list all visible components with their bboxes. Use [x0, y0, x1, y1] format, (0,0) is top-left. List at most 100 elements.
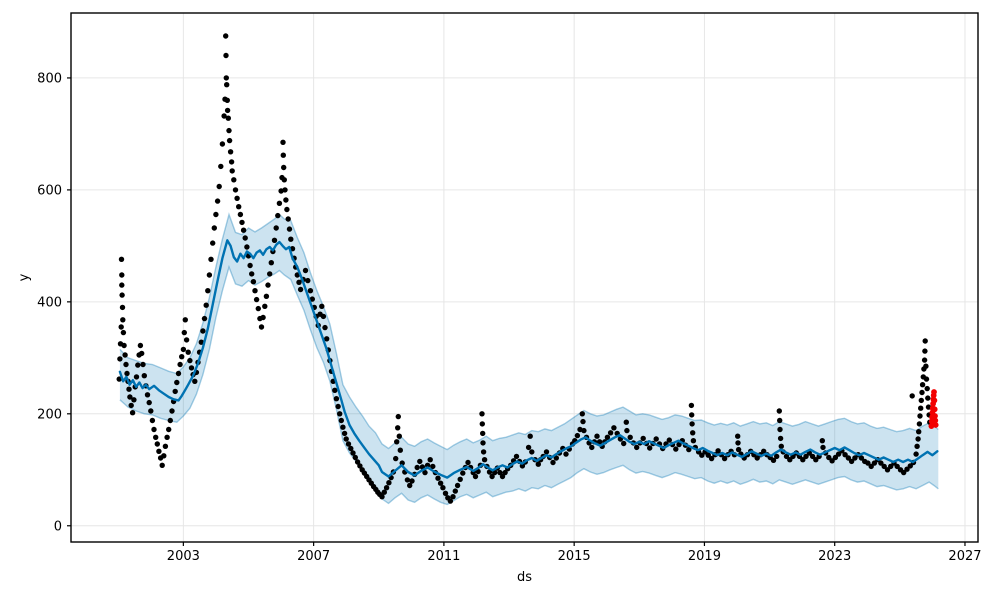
- actual-point: [499, 473, 506, 480]
- actual-point: [140, 361, 146, 368]
- actual-point: [120, 329, 127, 336]
- actual-point: [337, 411, 343, 417]
- actual-point: [917, 413, 923, 419]
- actual-point: [151, 426, 157, 433]
- uncertainty-band-upper-edge: [119, 212, 939, 451]
- actual-point: [454, 482, 461, 489]
- actual-point: [309, 296, 315, 302]
- actual-point: [916, 421, 923, 427]
- actual-point: [166, 426, 172, 433]
- actual-point: [689, 421, 695, 427]
- actual-point: [183, 337, 190, 343]
- actual-point: [915, 436, 921, 442]
- actual-point: [214, 198, 221, 204]
- actual-point: [275, 212, 281, 219]
- actual-point: [829, 458, 835, 464]
- actual-point: [653, 436, 659, 442]
- actual-point: [177, 361, 183, 368]
- actual-point: [281, 164, 287, 171]
- actual-point: [201, 315, 208, 322]
- actual-point: [223, 52, 229, 59]
- actual-point: [161, 453, 167, 459]
- actual-point: [127, 394, 133, 400]
- actual-point: [234, 195, 240, 201]
- actual-point: [198, 339, 204, 345]
- actual-point: [224, 97, 230, 104]
- actual-point: [884, 467, 891, 473]
- x-tick-label: 2011: [427, 549, 460, 564]
- actual-point: [386, 480, 392, 486]
- flagged-point: [931, 397, 938, 404]
- actual-point: [457, 476, 463, 482]
- actual-point: [848, 458, 855, 465]
- actual-point: [122, 352, 128, 358]
- actual-point: [240, 227, 247, 233]
- actual-point: [223, 75, 229, 81]
- actual-point: [715, 448, 721, 454]
- actual-point: [141, 373, 147, 379]
- actual-point: [611, 425, 617, 431]
- actual-point: [480, 440, 486, 446]
- actual-point: [296, 279, 302, 285]
- actual-point: [153, 434, 159, 440]
- actual-point: [543, 449, 550, 455]
- actual-point: [535, 461, 541, 467]
- actual-point: [442, 490, 449, 496]
- actual-point: [852, 455, 858, 461]
- actual-point: [647, 445, 653, 451]
- actual-point: [430, 463, 436, 470]
- actual-point: [182, 317, 188, 323]
- actual-point: [913, 451, 919, 457]
- actual-point: [627, 434, 633, 440]
- actual-point: [409, 478, 415, 484]
- actual-point: [244, 244, 250, 250]
- forecast-line: [118, 239, 939, 479]
- y-tick-label: 0: [54, 519, 62, 534]
- actual-point: [519, 463, 526, 469]
- actual-point: [185, 349, 191, 355]
- actual-point: [452, 488, 458, 494]
- actual-point: [181, 329, 187, 336]
- actual-point: [901, 469, 907, 476]
- actual-point: [164, 434, 170, 440]
- actual-point: [480, 430, 486, 437]
- actual-point: [162, 443, 169, 449]
- actual-point: [777, 417, 783, 424]
- actual-point: [922, 338, 928, 344]
- actual-point: [117, 356, 123, 362]
- actual-point: [280, 139, 286, 145]
- actual-point: [219, 141, 226, 147]
- actual-point: [253, 296, 260, 303]
- actual-point: [126, 386, 132, 392]
- actual-point: [923, 363, 929, 369]
- flagged-point: [932, 422, 939, 428]
- x-tick-label: 2003: [167, 549, 200, 564]
- actual-point: [394, 439, 400, 445]
- actual-point: [465, 459, 471, 466]
- actual-point: [776, 408, 782, 414]
- actual-point: [777, 426, 783, 433]
- actual-point: [581, 427, 587, 434]
- actual-point: [232, 187, 239, 193]
- actual-point: [881, 463, 887, 470]
- actual-point: [343, 436, 349, 442]
- actual-point: [689, 412, 695, 418]
- actual-point: [871, 460, 878, 466]
- actual-point: [381, 489, 387, 495]
- actual-point: [305, 277, 311, 284]
- actual-point: [479, 421, 485, 427]
- actual-point: [276, 200, 283, 206]
- actual-point: [923, 376, 930, 382]
- actual-point: [128, 402, 134, 409]
- actual-point: [596, 439, 603, 445]
- actual-point: [265, 282, 271, 288]
- actual-point: [206, 272, 213, 278]
- actual-point: [249, 271, 255, 277]
- actual-point: [118, 256, 125, 262]
- flagged-point: [931, 389, 937, 395]
- y-axis-label: y: [17, 273, 32, 281]
- actual-point: [124, 370, 130, 377]
- actual-point: [826, 454, 832, 461]
- actual-point: [735, 440, 741, 446]
